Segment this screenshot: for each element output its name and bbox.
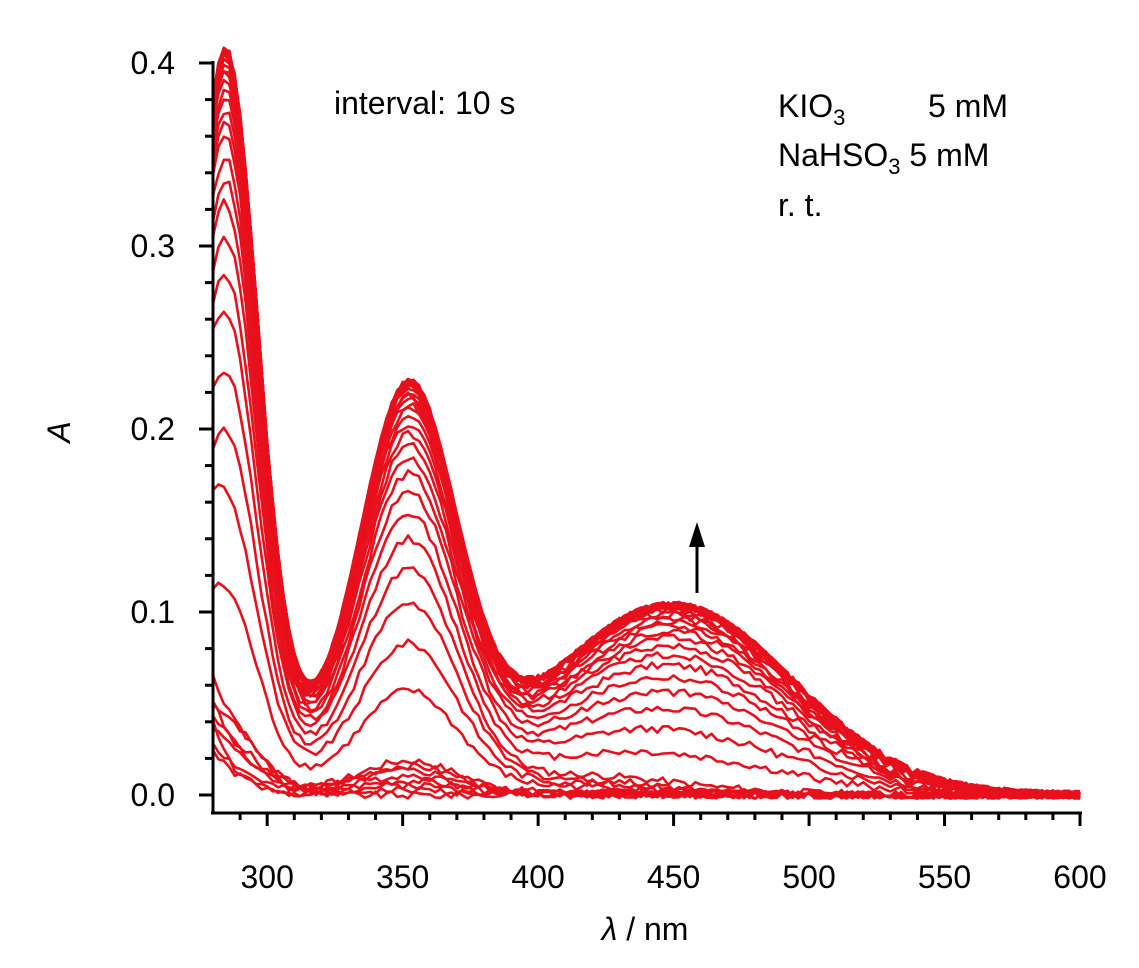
interval-annotation: interval: 10 s: [334, 85, 516, 121]
condition-kio3-conc: 5 mM: [928, 88, 1008, 124]
y-tick-label: 0.0: [131, 777, 175, 813]
y-tick-label: 0.2: [131, 411, 175, 447]
spectrum-line: [213, 235, 1081, 799]
condition-species: NaHSO: [778, 137, 889, 173]
x-tick-label: 350: [376, 859, 429, 895]
conditions-block: KIO3 5 mM NaHSO3 5 mM r. t.: [778, 90, 1078, 230]
y-tick-label: 0.1: [131, 594, 175, 630]
condition-nahso3: NaHSO3 5 mM: [778, 137, 990, 178]
x-tick-label: 300: [240, 859, 293, 895]
x-axis-symbol: λ: [600, 911, 618, 947]
spectrum-line: [213, 158, 1081, 800]
y-axis-title: A: [41, 421, 77, 444]
spectrum-line: [213, 180, 1081, 800]
spectrum-line: [213, 51, 1081, 799]
axes: 300 350 400 450 500 550 600 0.0 0.1 0.2 0.3 0.4: [131, 45, 1107, 895]
x-tick-label: 450: [647, 859, 700, 895]
y-tick-label: 0.3: [131, 228, 175, 264]
condition-subscript: 3: [833, 105, 846, 130]
spectrum-line: [213, 371, 1081, 800]
x-tick-label: 550: [918, 859, 971, 895]
condition-temperature: r. t.: [778, 189, 822, 221]
up-arrow: [689, 522, 705, 593]
spectra-series-group: [213, 46, 1081, 800]
condition-kio3: KIO3: [778, 88, 845, 129]
x-tick-label: 500: [782, 859, 835, 895]
spectrum-line: [213, 135, 1081, 799]
spectrum-line: [213, 310, 1081, 800]
x-axis-title: λ / nm: [600, 911, 689, 947]
condition-species: KIO: [778, 88, 834, 124]
condition-species: r. t.: [778, 187, 823, 223]
spectrum-line: [213, 273, 1081, 800]
x-tick-label: 600: [1053, 859, 1106, 895]
condition-nahso3-conc: 5 mM: [909, 137, 990, 173]
condition-subscript: 3: [888, 154, 901, 179]
y-tick-label: 0.4: [131, 45, 175, 81]
x-tick-label: 400: [511, 859, 564, 895]
x-axis-unit: / nm: [617, 911, 688, 947]
